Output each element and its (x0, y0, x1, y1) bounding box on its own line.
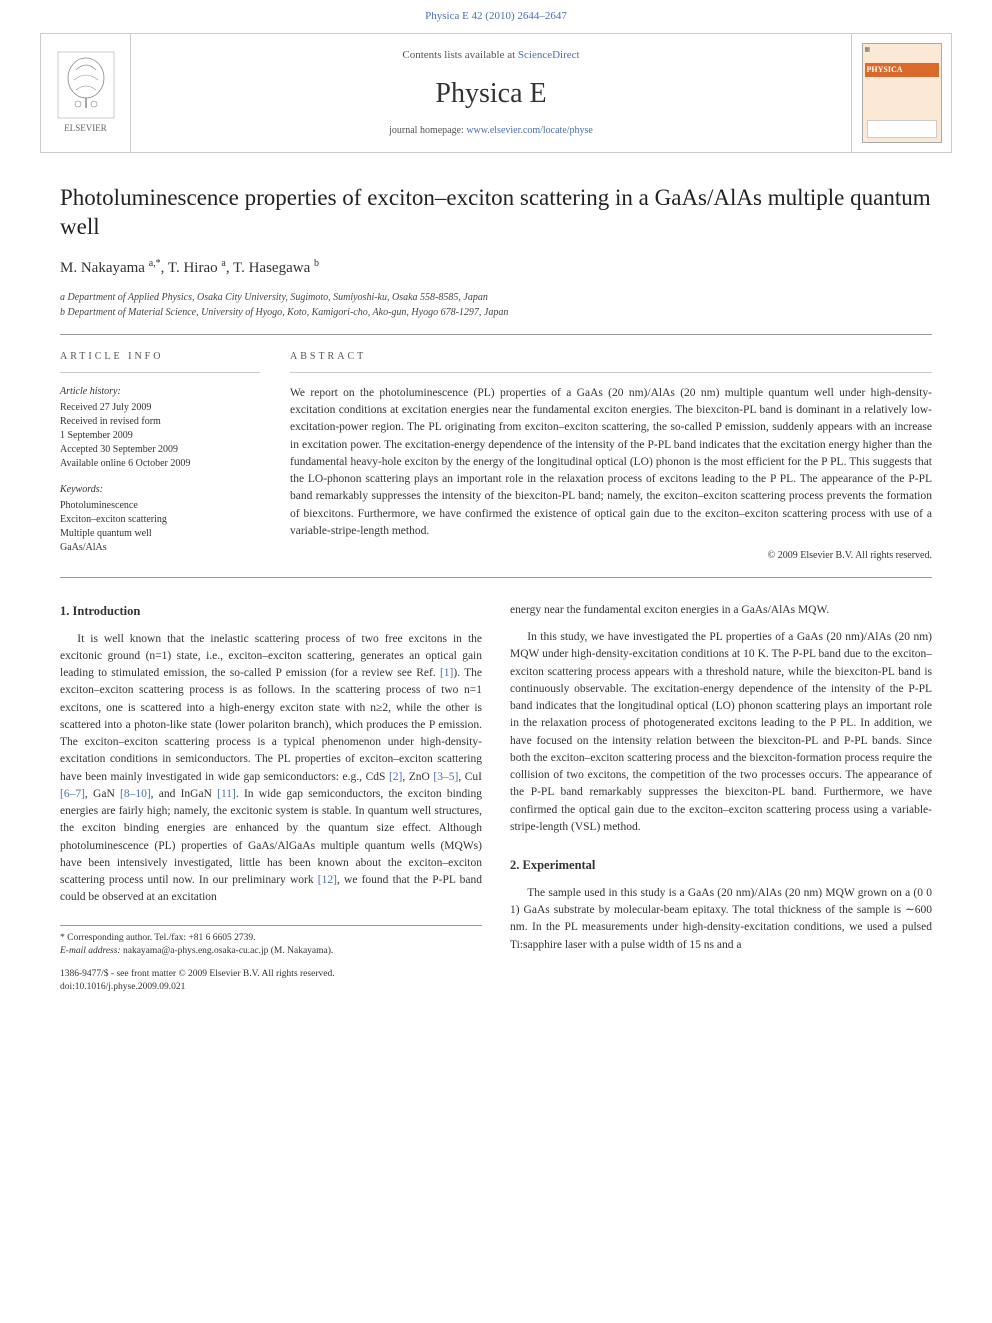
journal-cover-thumbnail: ▦ PHYSICA (862, 43, 942, 143)
intro-paragraph-1: It is well known that the inelastic scat… (60, 631, 482, 907)
article-info-column: ARTICLE INFO Article history: Received 2… (60, 349, 260, 567)
article-title: Photoluminescence properties of exciton–… (60, 183, 932, 243)
author-1: M. Nakayama a,* (60, 260, 161, 276)
journal-name: Physica E (435, 73, 546, 115)
divider-rule (60, 334, 932, 335)
elsevier-logo: ELSEVIER (56, 50, 116, 136)
journal-citation-link[interactable]: Physica E 42 (2010) 2644–2647 (425, 10, 567, 22)
history-line-2: 1 September 2009 (60, 429, 260, 443)
journal-cover-cell: ▦ PHYSICA (851, 34, 951, 152)
journal-citation: Physica E 42 (2010) 2644–2647 (0, 0, 992, 29)
intro-p1-text: It is well known that the inelastic scat… (60, 633, 482, 904)
experimental-heading: 2. Experimental (510, 856, 932, 875)
author-2-sup: a (221, 258, 225, 269)
author-list: M. Nakayama a,*, T. Hirao a, T. Hasegawa… (60, 256, 932, 280)
corresponding-line: * Corresponding author. Tel./fax: +81 6 … (60, 932, 482, 945)
sciencedirect-link[interactable]: ScienceDirect (518, 49, 580, 61)
ref-link[interactable]: [3–5] (433, 771, 458, 783)
doi-block: 1386-9477/$ - see front matter © 2009 El… (60, 968, 482, 995)
email-line: E-mail address: nakayama@a-phys.eng.osak… (60, 945, 482, 958)
homepage-prefix: journal homepage: (389, 125, 466, 136)
publisher-label: ELSEVIER (64, 123, 107, 133)
intro-paragraph-1-cont: energy near the fundamental exciton ener… (510, 602, 932, 619)
publisher-logo-cell: ELSEVIER (41, 34, 131, 152)
email-label: E-mail address: (60, 946, 121, 956)
keyword-3: GaAs/AlAs (60, 541, 260, 555)
author-2: T. Hirao a (168, 260, 226, 276)
info-divider (60, 372, 260, 373)
author-1-sup: a,* (149, 258, 161, 269)
abstract-divider (290, 372, 932, 373)
journal-header: ELSEVIER Contents lists available at Sci… (40, 33, 952, 153)
issn-line: 1386-9477/$ - see front matter © 2009 El… (60, 968, 482, 981)
keyword-2: Multiple quantum well (60, 527, 260, 541)
affiliations: a Department of Applied Physics, Osaka C… (60, 290, 932, 320)
affiliation-b: b Department of Material Science, Univer… (60, 305, 932, 320)
email-person: (M. Nakayama). (271, 946, 334, 956)
intro-paragraph-2: In this study, we have investigated the … (510, 629, 932, 836)
doi-line: doi:10.1016/j.physe.2009.09.021 (60, 981, 482, 994)
history-line-0: Received 27 July 2009 (60, 401, 260, 415)
contents-prefix: Contents lists available at (402, 49, 517, 61)
contents-available-line: Contents lists available at ScienceDirec… (402, 47, 579, 64)
keywords-block: Keywords: Photoluminescence Exciton–exci… (60, 483, 260, 555)
email-address: nakayama@a-phys.eng.osaka-cu.ac.jp (123, 946, 268, 956)
abstract-column: ABSTRACT We report on the photoluminesce… (290, 349, 932, 567)
abstract-text: We report on the photoluminescence (PL) … (290, 385, 932, 540)
keywords-title: Keywords: (60, 483, 260, 497)
history-line-4: Available online 6 October 2009 (60, 457, 260, 471)
journal-homepage-link[interactable]: www.elsevier.com/locate/physe (466, 125, 593, 136)
experimental-paragraph-1: The sample used in this study is a GaAs … (510, 885, 932, 954)
affiliation-a: a Department of Applied Physics, Osaka C… (60, 290, 932, 305)
history-line-3: Accepted 30 September 2009 (60, 443, 260, 457)
article-history-block: Article history: Received 27 July 2009 R… (60, 385, 260, 471)
elsevier-tree-icon (56, 50, 116, 120)
abstract-label: ABSTRACT (290, 349, 932, 364)
journal-cover-band: PHYSICA (865, 63, 939, 77)
keyword-1: Exciton–exciton scattering (60, 513, 260, 527)
author-3: T. Hasegawa b (233, 260, 319, 276)
author-2-name: T. Hirao (168, 260, 218, 276)
ref-link[interactable]: [11] (217, 788, 236, 800)
history-line-1: Received in revised form (60, 415, 260, 429)
article-history-title: Article history: (60, 385, 260, 399)
keyword-0: Photoluminescence (60, 499, 260, 513)
journal-header-center: Contents lists available at ScienceDirec… (131, 34, 851, 152)
corresponding-author-footnote: * Corresponding author. Tel./fax: +81 6 … (60, 925, 482, 959)
ref-link[interactable]: [12] (318, 874, 337, 886)
ref-link[interactable]: [8–10] (120, 788, 151, 800)
ref-link[interactable]: [1] (440, 667, 453, 679)
article-info-label: ARTICLE INFO (60, 349, 260, 364)
ref-link[interactable]: [6–7] (60, 788, 85, 800)
journal-homepage-line: journal homepage: www.elsevier.com/locat… (389, 123, 593, 138)
article-body: 1. Introduction It is well known that th… (60, 602, 932, 995)
ref-link[interactable]: [2] (389, 771, 402, 783)
introduction-heading: 1. Introduction (60, 602, 482, 621)
divider-rule-2 (60, 577, 932, 578)
abstract-copyright: © 2009 Elsevier B.V. All rights reserved… (290, 548, 932, 563)
author-3-sup: b (314, 258, 319, 269)
author-3-name: T. Hasegawa (233, 260, 310, 276)
author-1-name: M. Nakayama (60, 260, 145, 276)
